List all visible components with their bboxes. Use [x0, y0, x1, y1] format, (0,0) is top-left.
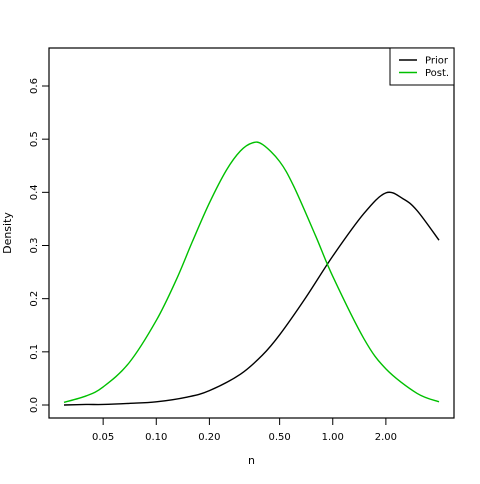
legend-label: Post.: [425, 68, 449, 79]
y-tick-label: 0.2: [29, 291, 40, 307]
x-axis-label: n: [248, 454, 255, 467]
y-axis: 0.0 0.1 0.2 0.3 0.4 0.5 0.6: [29, 78, 50, 413]
y-axis-label: Density: [1, 212, 14, 254]
x-tick-label: 0.20: [198, 432, 220, 443]
y-tick-label: 0.6: [29, 78, 40, 94]
x-tick-label: 2.00: [375, 432, 397, 443]
series-layer: [63, 141, 440, 406]
x-tick-label: 0.50: [268, 432, 290, 443]
x-tick-label: 0.10: [145, 432, 167, 443]
y-tick-label: 0.0: [29, 397, 40, 413]
x-axis: 0.05 0.10 0.20 0.50 1.00 2.00: [92, 417, 397, 443]
x-tick-label: 1.00: [322, 432, 344, 443]
series-line-post: [63, 141, 440, 404]
legend-box: [389, 47, 455, 86]
y-tick-label: 0.1: [29, 344, 40, 360]
legend-label: Prior: [425, 56, 449, 67]
y-tick-label: 0.4: [29, 184, 40, 200]
y-tick-label: 0.5: [29, 131, 40, 147]
y-tick-label: 0.3: [29, 238, 40, 254]
series-line-prior: [63, 191, 440, 406]
x-tick-label: 0.05: [92, 432, 114, 443]
